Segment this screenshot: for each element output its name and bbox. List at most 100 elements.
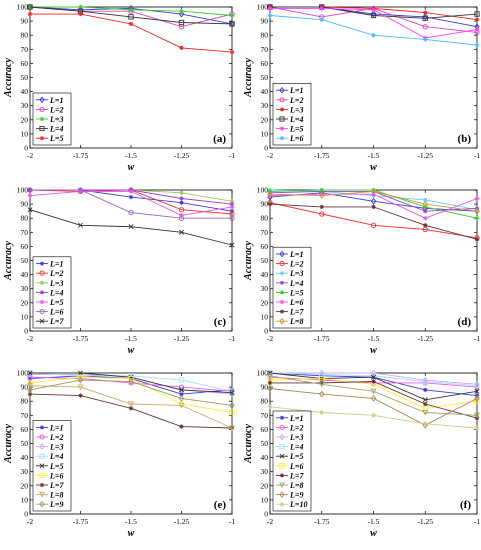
series-line [29,372,233,392]
legend-label: L=8 [289,481,303,490]
legend-label: L=6 [289,134,303,143]
x-tick-label: -1.25 [174,151,190,160]
data-point [319,204,324,210]
legend-marker [279,280,285,285]
data-point [178,10,185,18]
data-point [128,14,134,20]
y-tick-label: 10 [21,312,29,321]
series-L=8 [267,373,480,419]
data-point [128,375,134,382]
legend-label: L=1 [289,86,303,95]
series-L=9 [27,376,235,409]
data-point [178,387,185,393]
data-point [27,386,33,394]
x-tick-label: -1.25 [417,151,433,160]
x-tick-label: -1.75 [314,151,330,160]
y-tick-label: 10 [21,129,29,138]
data-point [179,213,184,218]
data-point [27,11,33,17]
y-tick-label: 0 [24,510,28,519]
x-tick-label: -1.5 [368,334,380,343]
panel-label: (a) [213,133,226,145]
series-L=4 [27,4,235,27]
legend-marker [39,270,45,276]
series-L=6 [27,187,235,221]
data-point [229,208,235,214]
data-point [371,379,376,384]
chart-panel-3: 0 10 20 30 40 50 60 70 80 90 100 -2 -1.75 -1.5 -1.25 -1… [3,186,235,357]
y-tick-label: 90 [261,200,269,209]
legend-marker [279,290,285,295]
legend-label: L=1 [49,423,63,432]
x-tick-label: -1 [229,334,235,343]
legend-label: L=2 [49,269,63,278]
x-tick-label: -1 [474,334,480,343]
legend-marker [279,444,285,450]
data-point [474,216,480,221]
legend-marker [39,136,45,141]
y-tick-label: 10 [261,495,269,504]
data-point [319,6,324,11]
data-point [27,380,33,386]
y-tick-label: 90 [21,383,29,392]
panel-label: (f) [460,499,471,511]
legend-label: L=5 [49,298,63,307]
x-tick-label: -1 [229,151,235,160]
x-tick-label: -2 [267,517,273,526]
legend: L=1L=2L=3L=4L=5L=6 [272,83,312,146]
y-tick-label: 50 [261,73,269,82]
legend-marker [39,443,45,450]
legend-label: L=3 [289,105,303,114]
data-point [229,199,235,204]
data-point [474,11,480,17]
data-point [267,201,273,207]
data-point [229,20,235,28]
y-tick-label: 70 [261,228,269,237]
legend-marker [39,492,45,498]
y-tick-label: 50 [21,73,29,82]
x-tick-label: -1.75 [314,334,330,343]
data-point [422,409,429,416]
series-line [270,372,478,385]
y-tick-label: 20 [261,481,269,490]
series-line [269,388,478,426]
y-tick-label: 10 [261,312,269,321]
y-tick-label: 20 [261,115,269,124]
chart-panel-4: 0 10 20 30 40 50 60 70 80 90 100 -2 -1.75 -1.5 -1.25 -1… [243,186,480,357]
y-tick-label: 90 [261,383,269,392]
data-point [423,10,428,15]
legend-label: L=4 [49,125,63,134]
x-axis-label: w [128,528,135,539]
y-tick-label: 50 [261,439,269,448]
y-axis-label: Accuracy [243,241,254,281]
data-point [319,410,324,415]
y-tick-label: 30 [21,101,29,110]
data-point [229,49,235,55]
legend-label: L=4 [49,452,63,461]
x-tick-label: -2 [27,151,33,160]
x-tick-label: -1 [229,517,235,526]
legend-marker [39,96,45,104]
x-tick-label: -2 [267,151,273,160]
data-point [474,383,480,389]
y-tick-label: 50 [261,256,269,265]
legend-marker [39,299,45,305]
data-point [128,224,134,230]
legend-marker [279,482,285,489]
y-tick-label: 30 [261,284,269,293]
legend-label: L=1 [49,260,63,269]
chart-panel-6: 0 10 20 30 40 50 60 70 80 90 100 -2 -1.75 -1.5 -1.25 -1… [243,369,480,540]
data-point [27,4,33,10]
legend-marker [39,434,45,440]
panel-label: (e) [214,499,227,511]
legend-marker [39,425,45,430]
data-point [267,373,273,380]
legend-label: L=8 [289,317,303,326]
data-point [77,222,84,228]
data-point [370,388,377,395]
x-tick-label: -2 [27,517,33,526]
series-line [29,385,233,429]
x-axis-label: w [128,345,135,356]
legend-marker [279,271,285,276]
